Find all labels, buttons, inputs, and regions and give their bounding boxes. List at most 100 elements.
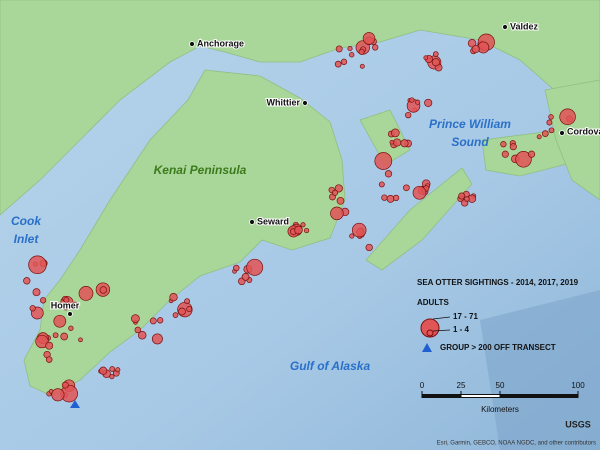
sighting <box>186 306 193 312</box>
east-mainland <box>544 79 600 201</box>
island <box>359 109 411 166</box>
sighting <box>501 150 509 158</box>
place-label: Homer <box>51 300 80 310</box>
sighting <box>331 189 339 196</box>
sighting <box>412 185 427 200</box>
sighting <box>431 58 440 67</box>
sighting <box>78 286 94 301</box>
sighting <box>334 184 343 193</box>
sighting <box>374 152 393 170</box>
sighting <box>400 139 409 148</box>
sighting <box>184 298 191 305</box>
legend-title: SEA OTTER SIGHTINGS - 2014, 2017, 2019 <box>417 278 579 287</box>
sighting <box>246 258 264 276</box>
sighting <box>178 307 186 316</box>
sighting <box>51 388 65 402</box>
scale-unit: Kilometers <box>481 405 519 414</box>
sighting <box>294 225 303 235</box>
place-label: Whittier <box>267 97 301 107</box>
sighting <box>548 114 554 120</box>
sighting <box>509 143 517 151</box>
attribution: Esri, Garmin, GEBCO, NOAA NGDC, and othe… <box>437 441 596 447</box>
sighting <box>500 141 507 148</box>
sighting <box>424 98 433 107</box>
place-label: Valdez <box>510 21 539 31</box>
legend-small: 1 - 4 <box>453 325 470 334</box>
sighting <box>169 293 178 302</box>
sightings <box>23 32 576 408</box>
place-dot <box>502 24 508 30</box>
sighting <box>392 194 400 202</box>
sighting <box>403 184 410 192</box>
labels: Valdez Anchorage Whittier Cordova Seward Home… <box>11 20 600 373</box>
sighting <box>134 326 142 334</box>
montague-island <box>365 167 473 271</box>
sighting <box>60 332 69 341</box>
scale-bar: 0 25 50 100 Kilometers <box>420 381 585 414</box>
sighting <box>99 366 108 375</box>
usgs-logo: USGS <box>565 419 591 429</box>
sighting <box>548 127 555 134</box>
sighting <box>137 331 147 340</box>
sighting <box>405 111 412 119</box>
sighting <box>330 206 344 221</box>
scale-label: 50 <box>496 381 505 390</box>
sighting <box>335 45 343 53</box>
legend-triangle <box>422 343 432 352</box>
sighting <box>415 99 421 105</box>
sighting <box>45 356 53 363</box>
sighting <box>340 58 348 65</box>
scale-label: 0 <box>420 381 425 390</box>
sighting <box>109 374 115 380</box>
sighting <box>384 170 393 178</box>
sighting <box>172 312 179 318</box>
sighting <box>53 314 67 328</box>
sighting <box>528 150 536 158</box>
legend-leader <box>432 329 451 332</box>
place-dot <box>249 219 255 225</box>
sighting <box>464 196 470 202</box>
water-label: Gulf of Alaska <box>290 359 371 373</box>
scale-label: 100 <box>571 381 585 390</box>
sighting <box>157 317 164 324</box>
water-label: Sound <box>451 135 489 149</box>
sighting <box>35 334 49 349</box>
legend: SEA OTTER SIGHTINGS - 2014, 2017, 2019 A… <box>417 278 579 352</box>
sighting <box>334 60 342 68</box>
sighting <box>300 222 306 228</box>
sighting <box>109 366 116 372</box>
sighting <box>62 303 70 311</box>
sighting <box>559 108 576 126</box>
sighting <box>365 243 373 252</box>
place-dot <box>559 130 565 136</box>
sighting <box>381 194 388 201</box>
sighting <box>23 277 31 285</box>
water-label: Cook <box>11 214 42 228</box>
water-label: Inlet <box>14 232 40 246</box>
sighting <box>423 55 429 61</box>
sighting <box>28 255 47 275</box>
sighting <box>362 32 376 45</box>
sighting <box>372 44 379 51</box>
sighting <box>541 130 549 137</box>
legend-leader <box>432 316 451 320</box>
sighting <box>303 227 310 234</box>
sighting <box>61 381 69 389</box>
group-triangle <box>70 400 80 408</box>
legend-large: 17 - 71 <box>453 312 478 321</box>
place-dot <box>67 311 73 317</box>
sighting <box>378 181 385 188</box>
kenai-peninsula <box>23 69 346 397</box>
sighting <box>359 63 365 69</box>
water-label: Prince William <box>429 117 511 131</box>
legend-group: GROUP > 200 OFF TRANSECT <box>440 343 556 352</box>
sighting <box>52 332 59 339</box>
place-dot <box>189 41 195 47</box>
sighting <box>351 222 367 238</box>
sighting <box>358 48 365 55</box>
sighting <box>347 46 353 52</box>
sighting <box>63 296 70 303</box>
sighting <box>241 273 250 281</box>
sighting <box>458 192 466 200</box>
legend-small-circle <box>426 329 434 337</box>
